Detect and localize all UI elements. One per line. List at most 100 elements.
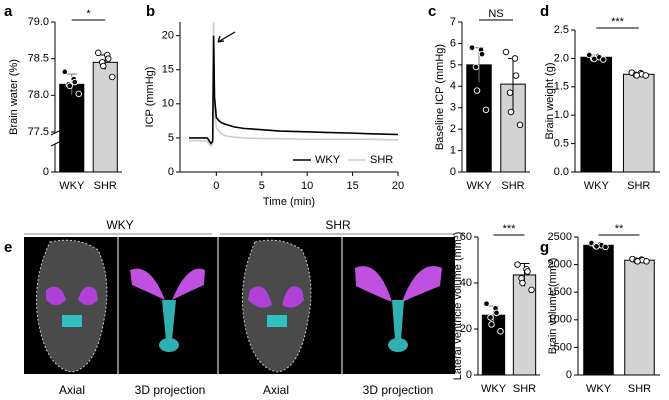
group-title: WKY	[106, 218, 133, 232]
y-axis-label: Brain water (%)	[8, 59, 20, 135]
series-line	[189, 35, 399, 145]
data-point	[528, 286, 535, 294]
y-tick-label: 0.0	[554, 166, 569, 178]
y-tick-label: 7	[450, 16, 456, 28]
panel-letter: d	[540, 3, 549, 20]
y-tick-label: 3	[450, 102, 456, 114]
data-point	[502, 48, 510, 56]
y-tick-label: 5	[168, 132, 174, 144]
bar	[622, 73, 655, 173]
bar	[580, 56, 613, 173]
image-panel: e WKY SHR Axial 3D projection	[4, 218, 455, 397]
data-point	[61, 68, 69, 76]
sig-label: ***	[611, 16, 625, 28]
y-tick-label: 79.0	[28, 16, 49, 28]
y-tick-label: 1000	[548, 314, 572, 326]
y-tick-label: 20	[460, 323, 472, 335]
data-point	[519, 279, 526, 287]
y-tick-label: 0	[450, 166, 456, 178]
y-tick-label: 0	[43, 166, 49, 178]
data-point	[66, 82, 73, 90]
x-tick-label: 5	[259, 180, 265, 192]
y-axis-label: Lateral ventricle volume (mm³)	[452, 232, 464, 381]
x-tick-label: WKY	[481, 383, 507, 395]
data-point	[487, 314, 494, 321]
data-point	[108, 73, 116, 81]
data-point	[99, 62, 107, 70]
axis-break	[50, 130, 60, 136]
y-tick-label: 5	[450, 59, 456, 71]
axis-break	[50, 141, 60, 147]
y-tick-label: 1500	[548, 286, 572, 298]
data-point	[507, 108, 515, 116]
y-tick-label: 0.5	[554, 138, 569, 150]
y-tick-label: 500	[554, 341, 572, 353]
data-point	[497, 328, 504, 335]
x-tick-label: WKY	[586, 383, 612, 395]
panel-letter: b	[146, 3, 155, 20]
data-point	[473, 87, 481, 94]
x-tick-label: SHR	[628, 383, 651, 395]
data-point	[514, 261, 521, 268]
y-tick-label: 15	[162, 64, 174, 76]
x-tick-label: 20	[392, 180, 404, 192]
bar	[466, 64, 492, 173]
y-tick-label: 0	[168, 166, 174, 178]
y-tick-label: 1.0	[554, 109, 569, 121]
panel-letter: c	[428, 3, 436, 20]
legend-label: WKY	[315, 154, 341, 166]
data-point	[94, 49, 102, 57]
y-tick-label: 0	[466, 369, 472, 381]
y-tick-label: 78.5	[28, 53, 49, 65]
y-tick-label: 78.0	[28, 89, 49, 101]
data-point	[468, 44, 476, 51]
x-tick-label: SHR	[513, 383, 536, 395]
x-tick-label: WKY	[466, 180, 492, 192]
bar	[500, 83, 526, 173]
data-point	[506, 89, 514, 96]
y-tick-label: 0	[566, 369, 572, 381]
y-tick-label: 2000	[548, 259, 572, 271]
bar	[92, 61, 118, 173]
ventricle-3d	[130, 268, 205, 352]
panel-letter: e	[4, 239, 12, 256]
y-tick-label: 2	[450, 123, 456, 135]
data-point	[634, 258, 641, 265]
y-tick-label: 60	[460, 231, 472, 243]
x-tick-label: 15	[346, 180, 358, 192]
series-line	[189, 21, 399, 148]
data-point	[602, 243, 609, 251]
sig-label: *	[86, 8, 91, 20]
data-point	[591, 55, 598, 63]
view-label: Axial	[263, 383, 289, 397]
annotation-arrow	[217, 31, 236, 43]
brain-axial	[241, 239, 312, 373]
y-tick-label: 10	[162, 98, 174, 110]
data-point	[516, 121, 524, 129]
bar	[624, 259, 655, 376]
view-label: 3D projection	[363, 383, 434, 397]
x-tick-label: 0	[213, 180, 219, 192]
panel-letter: f	[428, 239, 434, 256]
data-point	[512, 72, 520, 79]
data-point	[633, 72, 641, 79]
x-tick-label: WKY	[59, 180, 85, 192]
data-point	[71, 78, 78, 86]
view-label: 3D projection	[135, 383, 206, 397]
x-tick-label: 10	[301, 180, 313, 192]
x-axis-label: Time (min)	[263, 196, 315, 208]
y-axis-label: Brain volume (mm³)	[547, 258, 559, 355]
group-title: SHR	[325, 218, 351, 232]
sig-label: **	[615, 223, 624, 235]
sig-label: ***	[503, 223, 517, 235]
x-tick-label: WKY	[584, 180, 610, 192]
data-point	[488, 321, 495, 328]
x-tick-label: SHR	[94, 180, 117, 192]
y-tick-label: 2500	[548, 231, 572, 243]
y-tick-label: 40	[460, 277, 472, 289]
data-point	[642, 72, 650, 79]
data-point	[600, 56, 607, 63]
data-point	[593, 243, 600, 250]
bar	[59, 83, 85, 173]
